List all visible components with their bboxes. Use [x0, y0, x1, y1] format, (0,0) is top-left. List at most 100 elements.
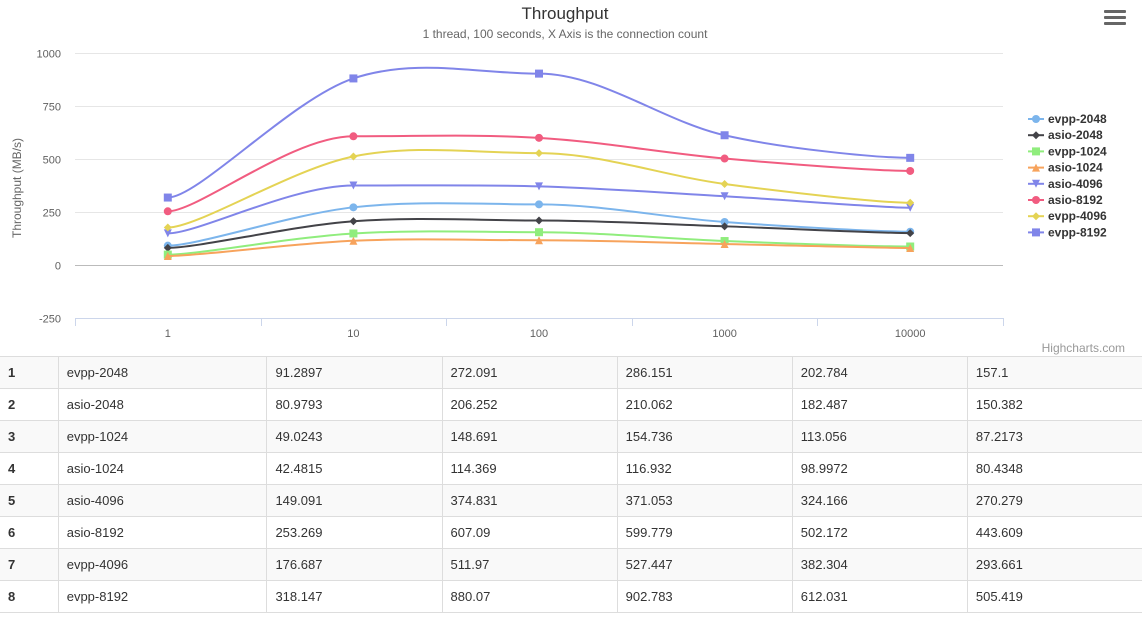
data-point [163, 251, 172, 260]
data-point [906, 166, 915, 175]
series-name-cell: evpp-8192 [57, 580, 267, 613]
y-tick-label: 750 [43, 102, 61, 114]
series-name-cell: evpp-2048 [57, 356, 267, 389]
value-cell: 157.1 [966, 356, 1142, 389]
legend-item-evpp-4096[interactable]: evpp-4096 [1028, 209, 1107, 223]
series-evpp-8192 [163, 66, 915, 202]
value-cell: 80.4348 [966, 452, 1142, 485]
data-point [720, 240, 729, 249]
value-cell: 502.172 [791, 516, 968, 549]
data-point [535, 69, 543, 78]
legend-marker [1032, 115, 1040, 123]
chart-svg: Throughput 1 thread, 100 seconds, X Axis… [10, 4, 1125, 355]
data-point [349, 181, 358, 190]
row-index: 3 [0, 420, 59, 453]
data-point [349, 203, 358, 212]
table-row: 8 evpp-8192 318.147 880.07 902.783 612.031 505… [0, 580, 1142, 613]
legend-marker [1032, 212, 1040, 221]
legend[interactable]: evpp-2048 asio-2048 evpp-1024 asio-1024 asio… [1028, 112, 1107, 239]
y-tick-label: 250 [43, 208, 61, 220]
y-tick-label: 1000 [37, 49, 61, 61]
y-axis-title: Throughput (MB/s) [10, 138, 24, 238]
menu-bar [1104, 16, 1126, 19]
value-cell: 202.784 [791, 356, 968, 389]
legend-item-evpp-1024[interactable]: evpp-1024 [1028, 144, 1107, 158]
data-point [906, 229, 915, 238]
legend-marker [1032, 228, 1040, 237]
row-index: 2 [0, 388, 59, 421]
data-point [720, 222, 729, 231]
data-point [349, 236, 358, 245]
legend-item-evpp-2048[interactable]: evpp-2048 [1028, 112, 1107, 126]
legend-label: evpp-2048 [1048, 112, 1107, 126]
hamburger-menu-icon[interactable] [1104, 8, 1126, 26]
value-cell: 87.2173 [966, 420, 1142, 453]
legend-item-asio-4096[interactable]: asio-4096 [1028, 177, 1103, 191]
data-table: 1 evpp-2048 91.2897 272.091 286.151 202.784 15… [0, 356, 1142, 613]
throughput-chart: Throughput 1 thread, 100 seconds, X Axis… [10, 4, 1125, 355]
legend-label: asio-8192 [1048, 193, 1103, 207]
data-point [720, 218, 729, 227]
table-row: 5 asio-4096 149.091 374.831 371.053 324.166 27… [0, 484, 1142, 517]
legend-label: asio-1024 [1048, 161, 1103, 175]
credits-link[interactable]: Highcharts.com [1042, 341, 1125, 355]
value-cell: 612.031 [791, 580, 968, 613]
series-name-cell: asio-1024 [57, 452, 267, 485]
data-point [535, 236, 543, 245]
table-row: 1 evpp-2048 91.2897 272.091 286.151 202.784 15… [0, 356, 1142, 389]
data-point [163, 193, 172, 202]
table-row: 2 asio-2048 80.9793 206.252 210.062 182.487 15… [0, 388, 1142, 421]
row-index: 7 [0, 548, 59, 581]
data-point [720, 179, 729, 188]
data-point [349, 152, 358, 161]
data-point [535, 228, 543, 237]
row-index: 5 [0, 484, 59, 517]
value-cell: 49.0243 [266, 420, 443, 453]
data-point [535, 200, 543, 209]
menu-bar [1104, 22, 1126, 25]
legend-label: asio-2048 [1048, 128, 1103, 142]
menu-bar [1104, 10, 1126, 13]
row-index: 4 [0, 452, 59, 485]
value-cell: 382.304 [791, 548, 968, 581]
data-point [720, 131, 729, 140]
table-row: 6 asio-8192 253.269 607.09 599.779 502.172 443… [0, 516, 1142, 549]
data-point [535, 216, 543, 225]
row-index: 1 [0, 356, 59, 389]
series-name-cell: evpp-1024 [57, 420, 267, 453]
value-cell: 511.97 [441, 548, 618, 581]
series-asio-1024 [163, 236, 915, 260]
value-cell: 599.779 [616, 516, 793, 549]
x-tick-label: 10 [347, 328, 359, 340]
value-cell: 176.687 [266, 548, 443, 581]
data-point [906, 198, 915, 207]
data-point [349, 74, 358, 83]
value-cell: 286.151 [616, 356, 793, 389]
value-cell: 607.09 [441, 516, 618, 549]
series-name-cell: evpp-4096 [57, 548, 267, 581]
series-evpp-4096 [163, 148, 915, 232]
data-point [720, 154, 729, 163]
axis-layer: -250 0 250 500 750 1000 1 10 100 1000 10000 [37, 49, 1004, 340]
series-layer [163, 66, 915, 260]
series-asio-8192 [163, 132, 915, 216]
legend-item-evpp-8192[interactable]: evpp-8192 [1028, 225, 1107, 239]
legend-item-asio-8192[interactable]: asio-8192 [1028, 193, 1103, 207]
data-point [720, 192, 729, 201]
value-cell: 210.062 [616, 388, 793, 421]
table-row: 7 evpp-4096 176.687 511.97 527.447 382.304 293… [0, 548, 1142, 581]
legend-item-asio-2048[interactable]: asio-2048 [1028, 128, 1103, 142]
y-tick-label: 0 [55, 261, 61, 273]
chart-subtitle: 1 thread, 100 seconds, X Axis is the con… [423, 27, 709, 41]
table-row: 4 asio-1024 42.4815 114.369 116.932 98.9972 80… [0, 452, 1142, 485]
value-cell: 114.369 [441, 452, 618, 485]
value-cell: 182.487 [791, 388, 968, 421]
value-cell: 149.091 [266, 484, 443, 517]
legend-item-asio-1024[interactable]: asio-1024 [1028, 161, 1103, 175]
value-cell: 253.269 [266, 516, 443, 549]
value-cell: 150.382 [966, 388, 1142, 421]
x-tick-label: 1000 [712, 328, 736, 340]
data-point [906, 203, 915, 212]
data-point [535, 182, 543, 191]
value-cell: 148.691 [441, 420, 618, 453]
